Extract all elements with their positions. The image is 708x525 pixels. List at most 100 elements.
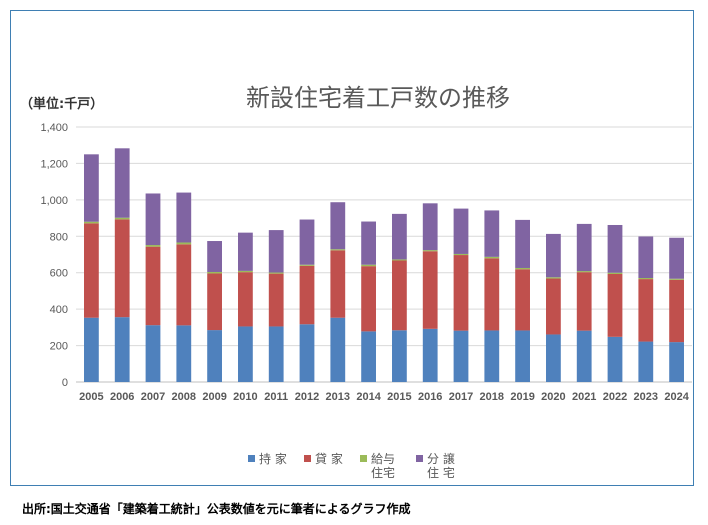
bar-segment bbox=[546, 278, 561, 335]
bar-segment bbox=[515, 330, 530, 382]
bar-segment bbox=[453, 208, 469, 254]
x-tick-label: 2009 bbox=[202, 391, 226, 403]
x-tick-label: 2006 bbox=[110, 391, 134, 403]
bar-segment bbox=[176, 242, 192, 245]
legend-swatch bbox=[304, 455, 311, 462]
bar-segment bbox=[176, 325, 192, 382]
x-tick-label: 2017 bbox=[449, 391, 473, 403]
bar-segment bbox=[84, 223, 99, 318]
x-tick-label: 2018 bbox=[480, 391, 504, 403]
bar-segment bbox=[330, 250, 346, 318]
bar-segment bbox=[238, 270, 253, 273]
source-note: 出所:国土交通省「建築着工統計」公表数値を元に筆者によるグラフ作成 bbox=[22, 502, 411, 516]
bar-segment bbox=[669, 278, 684, 280]
x-tick-label: 2012 bbox=[295, 391, 319, 403]
bar-segment bbox=[176, 244, 192, 326]
y-tick-label: 200 bbox=[50, 341, 68, 353]
bar-segment bbox=[638, 341, 654, 382]
bar-segment bbox=[145, 245, 161, 247]
bar-segment bbox=[268, 326, 284, 382]
bar-segment bbox=[268, 272, 284, 274]
bar-segment bbox=[268, 273, 284, 327]
bar-segment bbox=[299, 324, 315, 382]
x-tick-label: 2007 bbox=[141, 391, 165, 403]
bar-segment bbox=[453, 330, 469, 382]
chart-title: 新設住宅着工戸数の推移 bbox=[246, 84, 510, 112]
bar-segment bbox=[330, 249, 346, 251]
legend-swatch bbox=[416, 455, 423, 462]
x-tick-label: 2024 bbox=[664, 391, 689, 403]
bar-segment bbox=[268, 230, 284, 273]
x-tick-label: 2021 bbox=[572, 391, 596, 403]
x-tick-label: 2011 bbox=[264, 391, 288, 403]
bar-segment bbox=[515, 219, 530, 268]
bar-segment bbox=[361, 331, 376, 382]
bar-segment bbox=[361, 266, 376, 332]
bar-segment bbox=[576, 272, 592, 331]
bar-segment bbox=[669, 342, 684, 382]
bar-segment bbox=[669, 279, 684, 343]
bar-segment bbox=[484, 210, 500, 257]
bar-segment bbox=[207, 241, 222, 272]
bar-segment bbox=[145, 193, 161, 246]
bar-segment bbox=[576, 330, 592, 382]
bar-segment bbox=[145, 325, 161, 382]
bar-segment bbox=[207, 273, 222, 331]
bar-segment bbox=[299, 265, 315, 325]
bar-segment bbox=[576, 223, 592, 272]
bar-segment bbox=[330, 317, 346, 382]
bar-segment bbox=[114, 317, 130, 382]
bar-segment bbox=[638, 279, 654, 342]
chart-svg: 新設住宅着工戸数の推移 （単位:千戸） 0 200 400 600 800 1,000 1,20… bbox=[20, 84, 692, 480]
bar-segment bbox=[299, 264, 315, 266]
bar-segment bbox=[330, 202, 346, 250]
legend-label: 持 家 bbox=[259, 451, 287, 466]
legend-label: 住宅 bbox=[371, 465, 395, 480]
legend-swatch bbox=[360, 455, 367, 462]
y-tick-label: 400 bbox=[50, 304, 68, 316]
bar-segment bbox=[422, 328, 438, 382]
bar-segment bbox=[546, 277, 561, 279]
bar-segment bbox=[484, 258, 500, 331]
bar-segment bbox=[207, 330, 222, 382]
bar-segment bbox=[392, 260, 407, 331]
y-tick-label: 600 bbox=[50, 268, 68, 280]
bar-segment bbox=[361, 264, 376, 267]
bar-segment bbox=[84, 221, 99, 224]
x-tick-label: 2019 bbox=[510, 391, 534, 403]
bar-segment bbox=[114, 219, 130, 318]
legend-label: 住 宅 bbox=[427, 465, 455, 480]
bar-segment bbox=[546, 233, 561, 278]
bar-segment bbox=[576, 271, 592, 273]
y-tick-label: 0 bbox=[62, 377, 68, 389]
x-tick-label: 2005 bbox=[79, 391, 103, 403]
bar-segment bbox=[453, 255, 469, 331]
bar-segment bbox=[607, 336, 623, 382]
x-tick-label: 2020 bbox=[541, 391, 565, 403]
bar-segment bbox=[361, 221, 376, 265]
x-tick-label: 2014 bbox=[356, 391, 381, 403]
bar-segment bbox=[422, 250, 438, 252]
legend-swatch bbox=[248, 455, 255, 462]
bar-segment bbox=[84, 317, 99, 382]
bar-segment bbox=[607, 273, 623, 337]
bar-segment bbox=[515, 267, 530, 270]
bar-segment bbox=[114, 148, 130, 218]
bar-segment bbox=[669, 237, 684, 279]
bar-segment bbox=[638, 277, 654, 280]
bar-segment bbox=[546, 334, 561, 382]
x-tick-label: 2023 bbox=[634, 391, 658, 403]
x-tick-label: 2015 bbox=[387, 391, 411, 403]
bar-segment bbox=[607, 272, 623, 274]
bar-segment bbox=[207, 271, 222, 274]
bar-segment bbox=[392, 330, 407, 382]
unit-label: （単位:千戸） bbox=[20, 96, 103, 112]
x-tick-label: 2010 bbox=[233, 391, 257, 403]
bar-segment bbox=[176, 192, 192, 243]
bar-segment bbox=[238, 232, 253, 271]
x-tick-label: 2008 bbox=[172, 391, 196, 403]
bar-segment bbox=[299, 219, 315, 265]
bar-segment bbox=[422, 251, 438, 329]
bar-segment bbox=[422, 203, 438, 251]
bar-segment bbox=[238, 272, 253, 327]
